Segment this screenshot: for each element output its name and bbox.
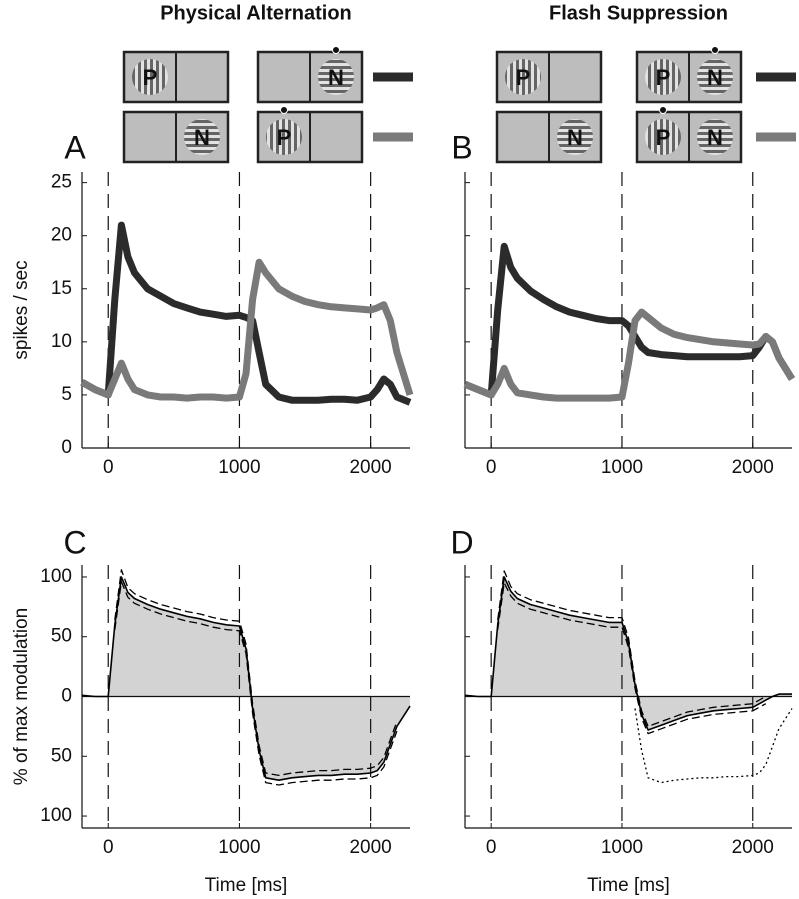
grating [645,59,681,95]
stimulus-letter: N [328,65,344,90]
y-tick-label: 50 [51,745,72,766]
x-axis-label: Time [ms] [205,875,288,896]
panel-label: C [63,524,86,560]
y-tick-label: 50 [51,626,72,647]
y-tick-label: 10 [51,331,72,352]
stimulus-letter: P [516,65,531,90]
y-tick-label: 25 [51,172,72,193]
y-axis-label: spikes / sec [11,260,32,359]
x-tick-label: 2000 [349,837,391,858]
line [463,308,795,402]
x-tick-label: 1000 [601,457,643,478]
x-axis-label: Time [ms] [587,875,670,896]
y-tick-label: 100 [40,566,72,587]
stimulus-letter: P [656,125,671,150]
y-axis-label: % of max modulation [11,608,32,785]
x-tick-label: 1000 [601,837,643,858]
x-tick-label: 0 [486,837,497,858]
flash-dot [280,106,288,114]
y-tick-label: 100 [40,805,72,826]
x-tick-label: 1000 [218,837,260,858]
modulation-line [497,570,767,728]
grating [697,119,733,155]
y-tick-label: 0 [61,437,72,458]
stimulus-letter: N [707,125,723,150]
x-tick-label: 0 [103,457,114,478]
grating [697,59,733,95]
line [80,258,414,402]
modulation-line [114,569,398,777]
x-tick-label: 1000 [218,457,260,478]
modulation-line [497,582,767,735]
x-tick-label: 2000 [732,837,774,858]
stimulus-letter: P [143,65,158,90]
x-tick-label: 2000 [732,457,774,478]
stimulus-letter: N [707,65,723,90]
stimulus-letter: N [567,125,583,150]
chart-title: Flash Suppression [549,2,728,24]
flash-dot [659,106,667,114]
area-fill [82,576,410,781]
x-tick-label: 0 [486,457,497,478]
grating [505,59,541,95]
panel-label: B [451,129,472,165]
grating [132,59,168,95]
flash-dot [711,46,719,54]
y-tick-label: 20 [51,225,72,246]
y-tick-label: 5 [61,384,72,405]
stimulus-letter: N [194,125,210,150]
grating [266,119,302,155]
panel-label: D [450,524,473,560]
area-fill [465,576,792,730]
stimulus-letter: P [277,125,292,150]
chart-title: Physical Alternation [160,2,352,24]
flash-dot [332,46,340,54]
modulation-line [114,581,398,786]
grating [318,59,354,95]
x-tick-label: 0 [103,837,114,858]
stimulus-letter: P [656,65,671,90]
grating [557,119,593,155]
y-tick-label: 0 [61,686,72,707]
y-tick-label: 15 [51,278,72,299]
x-tick-label: 2000 [349,457,391,478]
grating [645,119,681,155]
grating [184,119,220,155]
panel-label: A [64,129,86,165]
